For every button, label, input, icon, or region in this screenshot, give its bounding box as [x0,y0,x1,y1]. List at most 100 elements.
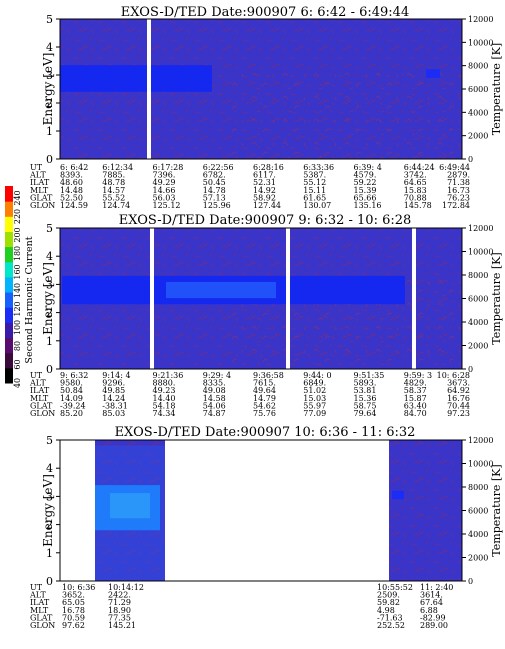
orbit-row-value: 3673. [447,379,470,388]
orbit-row-value: 11: 2:40 [420,583,453,592]
panel-3: EXOS-D/TED Date:900907 10: 6:36 - 11: 6:… [29,425,503,630]
colorbar-tick-label: 220 [13,209,22,224]
y-tick-label: 1 [46,125,53,138]
orbit-row-value: 50.84 [60,386,83,395]
orbit-row-value: 70.59 [62,613,85,622]
orbit-row-value: 15.36 [354,394,377,403]
orbit-row-value: 3652. [62,591,85,600]
data-gap [147,19,151,159]
y-tick-label: 4 [46,462,53,475]
orbit-row-value: 85.20 [60,409,83,418]
panel-2: EXOS-D/TED Date:900907 9: 6:32 - 10: 6:2… [29,213,503,418]
orbit-row-value: 7396. [153,171,176,180]
orbit-row-value: 57.13 [203,193,226,202]
orbit-row-value: 49.29 [153,178,176,187]
y2-axis-label: Temperature [K] [490,464,503,556]
orbit-row-value: 10: 6:28 [437,371,470,380]
orbit-row-value: -39.24 [60,401,86,410]
orbit-row-value: 7885. [102,171,125,180]
colorbar: 40 60 80 100 120 140 160 180 200 220 240 Second Ha… [5,186,35,388]
y-tick-label: 4 [46,250,53,263]
orbit-row-value: 65.05 [62,598,85,607]
colorbar-tick-label: 180 [13,246,22,261]
colorbar-tick-label: 240 [13,190,22,205]
orbit-row-value: 6:44:24 [404,163,435,172]
orbit-row-value: 172.84 [442,201,470,210]
orbit-row-value: 10: 6:36 [62,583,95,592]
orbit-row-value: 77.09 [303,409,326,418]
orbit-row-value: 6: 6:42 [60,163,88,172]
orbit-row-value: 48.60 [60,178,83,187]
y2-tick-label: 0 [468,577,473,586]
spectrogram-texture [389,440,462,581]
enhanced-energy-patch [392,490,404,500]
panel-1-plot: 0 1 2 3 4 5 0 2000 4000 6000 8000 10000 12000 Energy … [29,13,503,210]
orbit-row-value: 6849. [303,379,326,388]
colorbar-tick-label: 120 [13,301,22,316]
orbit-row-name: ILAT [30,178,50,187]
orbit-row-value: 10:55:52 [377,583,413,592]
orbit-row-value: 124.59 [60,201,88,210]
enhanced-energy-patch [426,69,440,78]
y2-tick-label: 12000 [468,436,493,445]
y-tick-label: 1 [46,335,53,348]
y2-tick-label: 8000 [468,483,488,492]
orbit-row-value: 59.22 [354,178,377,187]
y-tick-label: 0 [46,575,53,588]
orbit-row-name: ALT [29,379,46,388]
orbit-row-name: GLAT [30,193,53,202]
y-tick-label: 2 [46,307,53,320]
orbit-row-value: 64.65 [404,178,427,187]
colorbar-segment [5,292,13,308]
y2-tick-label: 2000 [468,132,488,141]
colorbar-segment [5,216,13,232]
orbit-row-name: ILAT [30,598,50,607]
orbit-row-value: 7615. [253,379,276,388]
y2-tick-label: 6000 [468,507,488,516]
y-axis-label: Energy [eV] [41,262,55,335]
orbit-row-value: 6.88 [420,606,438,615]
y-tick-label: 5 [46,13,53,26]
y-tick-label: 0 [46,363,53,376]
orbit-row-value: 70.88 [404,193,427,202]
orbit-row-value: 71.29 [108,598,131,607]
orbit-row-value: 4829. [404,379,427,388]
colorbar-segment [5,352,13,369]
y2-axis-label: Temperature [K] [490,43,503,135]
orbit-row-value: 49.23 [153,386,176,395]
colorbar-tick-label: 200 [13,227,22,242]
colorbar-segment [5,367,13,384]
orbit-row-name: UT [30,371,43,380]
orbit-row-value: 48.78 [102,178,125,187]
orbit-row-value: 6117. [253,171,276,180]
orbit-row-value: 16.78 [62,606,85,615]
orbit-row-value: 9:21:36 [153,371,184,380]
colorbar-tick-label: 40 [13,378,22,388]
broadband-emission [95,445,165,581]
y2-tick-label: 10000 [468,460,493,469]
y2-tick-label: 4000 [468,108,488,117]
orbit-row-value: 71.38 [447,178,470,187]
orbit-row-value: 14.24 [102,394,125,403]
orbit-row-value: 10:14:12 [108,583,144,592]
orbit-row-value: 2879. [447,171,470,180]
orbit-row-value: 61.65 [303,193,326,202]
y-axis-label: Energy [eV] [41,53,55,126]
y2-tick-label: 4000 [468,318,488,327]
orbit-row-value: 6782. [203,171,226,180]
orbit-row-value: 4579. [354,171,377,180]
orbit-row-value: 54.06 [203,401,226,410]
orbit-row-value: 74.34 [153,409,176,418]
colorbar-segment [5,231,13,248]
orbit-row-value: 52.31 [253,178,276,187]
orbit-row-value: 289.00 [420,621,448,630]
orbit-row-value: 14.66 [153,186,176,195]
y2-tick-label: 4000 [468,530,488,539]
y2-axis-label: Temperature [K] [490,252,503,344]
orbit-row-value: 58.37 [404,386,427,395]
orbit-row-value: 252.52 [377,621,405,630]
panel-2-plot: 0 1 2 3 4 5 0 2000 4000 6000 8000 10000 12000 Energy … [29,222,503,418]
orbit-row-value: 52.50 [60,193,83,202]
panel-3-title: EXOS-D/TED Date:900907 10: 6:36 - 11: 6:… [115,425,416,440]
y2-tick-label: 10000 [468,38,493,47]
